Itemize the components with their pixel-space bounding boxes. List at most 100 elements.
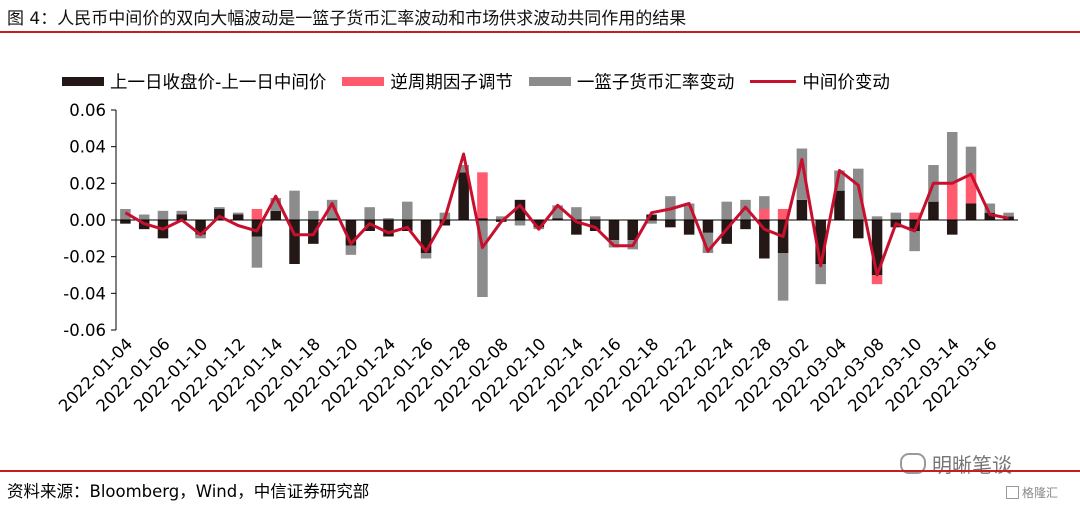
- legend-label-gray: 一篮子货币汇率变动: [576, 72, 735, 93]
- bar-black: [627, 220, 639, 241]
- legend-swatch-gray: [528, 76, 571, 86]
- bar-pink: [777, 209, 789, 220]
- bar-black: [552, 218, 563, 220]
- bar-gray: [495, 216, 507, 220]
- bar-gray: [702, 232, 714, 253]
- bar-gray: [157, 210, 169, 220]
- wechat-icon: [900, 453, 926, 474]
- bar-black: [477, 218, 488, 220]
- y-tick-label: 0.04: [69, 138, 106, 157]
- bar-gray: [815, 264, 826, 285]
- legend-item-black: 上一日收盘价-上一日中间价: [62, 69, 326, 94]
- bar-black: [665, 220, 676, 228]
- bar-pink: [477, 172, 488, 219]
- bar-gray: [909, 231, 920, 252]
- bar-black: [589, 220, 601, 231]
- bar-gray: [138, 214, 150, 220]
- bar-black: [571, 220, 582, 235]
- series-line-midprice: [124, 152, 1009, 277]
- bar-gray: [589, 216, 601, 220]
- bar-black: [928, 201, 939, 220]
- bar-gray: [853, 168, 864, 220]
- bar-gray: [176, 210, 188, 215]
- bar-black: [289, 220, 300, 264]
- bar-black: [120, 220, 131, 224]
- legend-item-gray: 一篮子货币汇率变动: [528, 69, 735, 94]
- bar-pink: [251, 209, 263, 220]
- bar-gray: [1003, 212, 1014, 217]
- bar-pink: [759, 209, 770, 220]
- watermark: 明晰笔谈: [900, 449, 1012, 478]
- bar-gray: [364, 207, 375, 220]
- bar-gray: [740, 199, 751, 220]
- bar-black: [458, 172, 469, 220]
- bar-gray: [251, 236, 263, 268]
- bar-gray: [890, 212, 902, 220]
- bar-pink: [946, 183, 958, 220]
- bar-black: [514, 199, 526, 220]
- legend-label-line: 中间价变动: [802, 72, 890, 93]
- legend-swatch-black: [62, 76, 104, 86]
- figure-title: 图 4：人民币中间价的双向大幅波动是一篮子货币汇率波动和市场供求波动共同作用的结…: [7, 9, 687, 29]
- bar-gray: [232, 212, 244, 215]
- bar-black: [608, 220, 620, 241]
- bar-black: [176, 214, 188, 220]
- bar-gray: [270, 198, 281, 211]
- bar-black: [702, 220, 714, 233]
- bar-black: [232, 214, 244, 220]
- y-tick-label: -0.04: [63, 284, 106, 303]
- bar-black: [740, 220, 751, 230]
- bar-black: [420, 220, 432, 253]
- bar-gray: [308, 210, 319, 220]
- watermark-text: 明晰笔谈: [932, 453, 1012, 477]
- title-rule: [0, 31, 1080, 33]
- bar-gray: [477, 220, 488, 297]
- source-note: 资料来源：Bloomberg，Wind，中信证券研究部: [7, 482, 370, 501]
- chart-legend: 上一日收盘价-上一日中间价 逆周期因子调节 一篮子货币汇率变动 中间价变动: [62, 67, 906, 95]
- legend-swatch-pink: [342, 76, 385, 86]
- bar-gray: [402, 201, 413, 220]
- bar-gray: [984, 203, 996, 213]
- y-tick-label: 0.06: [69, 101, 106, 120]
- bar-black: [214, 209, 225, 220]
- bar-gray: [214, 207, 225, 209]
- bar-black: [946, 220, 958, 235]
- bar-gray: [871, 216, 883, 220]
- legend-label-pink: 逆周期因子调节: [390, 72, 513, 93]
- bar-black: [402, 220, 413, 231]
- y-tick-label: 0.00: [69, 211, 106, 230]
- bar-gray: [834, 170, 845, 191]
- watermark-2-text: 格隆汇: [1022, 486, 1059, 500]
- legend-swatch-line: [750, 79, 797, 83]
- bar-black: [984, 212, 996, 220]
- bar-gray: [120, 209, 131, 220]
- bar-black: [383, 220, 394, 237]
- bar-black: [533, 220, 545, 228]
- bar-black: [646, 214, 657, 220]
- source-rule: [0, 470, 1080, 472]
- bar-black: [834, 190, 845, 220]
- bar-black: [270, 210, 281, 220]
- bar-black: [439, 220, 451, 226]
- bar-gray: [195, 234, 206, 239]
- bar-gray: [571, 207, 582, 220]
- bar-gray: [721, 201, 732, 220]
- legend-item-pink: 逆周期因子调节: [342, 69, 513, 94]
- bar-black: [345, 220, 357, 246]
- legend-item-line: 中间价变动: [750, 69, 890, 94]
- bar-gray: [514, 220, 526, 226]
- bar-gray: [965, 146, 977, 175]
- bar-gray: [289, 190, 300, 220]
- bar-black: [759, 220, 770, 259]
- bar-gray: [796, 148, 808, 200]
- bar-black: [853, 220, 864, 239]
- bar-gray: [458, 165, 469, 173]
- bar-gray: [946, 132, 958, 184]
- bar-pink: [871, 275, 883, 285]
- bar-gray: [383, 218, 394, 220]
- bar-black: [796, 199, 808, 220]
- bar-black: [683, 220, 695, 235]
- bar-gray: [646, 220, 657, 224]
- bar-gray: [552, 205, 563, 219]
- bar-black: [909, 220, 920, 231]
